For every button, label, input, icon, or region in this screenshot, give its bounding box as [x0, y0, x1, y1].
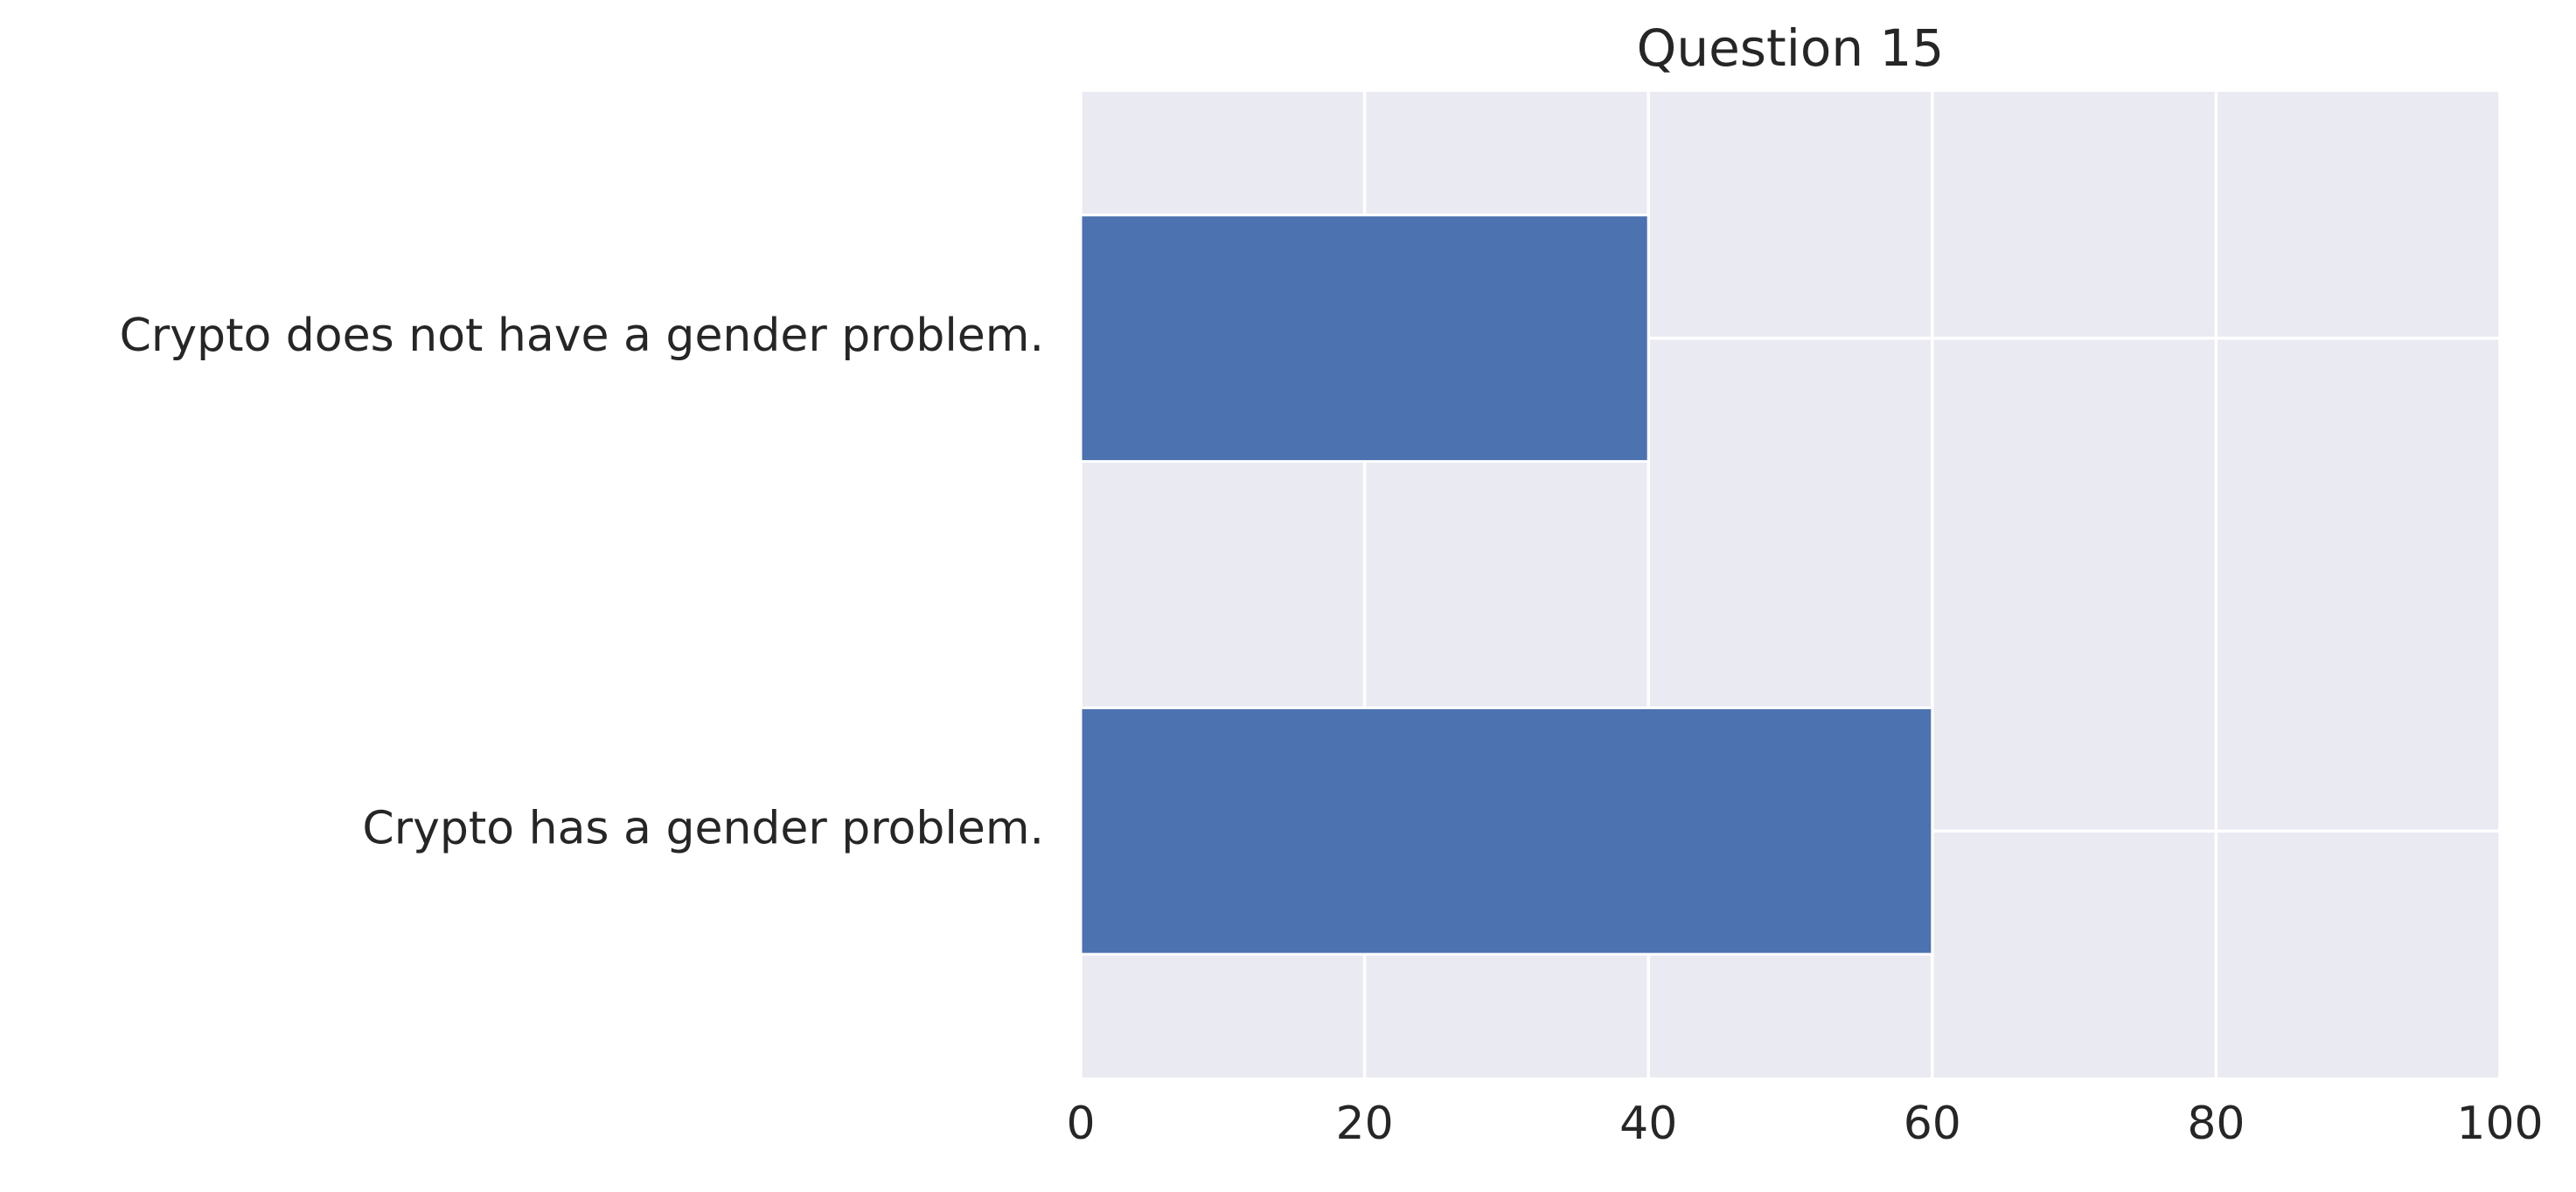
- x-tick-label: 80: [2187, 1098, 2245, 1150]
- y-tick-labels: Crypto does not have a gender problem. Cr…: [120, 310, 1044, 855]
- x-tick-label: 40: [1619, 1098, 1677, 1150]
- chart-title: Question 15: [1637, 18, 1945, 78]
- bars: [1079, 213, 1934, 956]
- y-tick-label: Crypto has a gender problem.: [362, 802, 1044, 854]
- bar: [1079, 213, 1650, 464]
- x-tick-label: 60: [1904, 1098, 1961, 1150]
- x-tick-labels: 0 20 40 60 80 100: [1066, 1098, 2543, 1150]
- x-tick-label: 0: [1066, 1098, 1095, 1150]
- x-tick-label: 100: [2456, 1098, 2543, 1150]
- y-tick-label: Crypto does not have a gender problem.: [120, 310, 1044, 362]
- bar: [1079, 706, 1934, 956]
- x-tick-label: 20: [1336, 1098, 1394, 1150]
